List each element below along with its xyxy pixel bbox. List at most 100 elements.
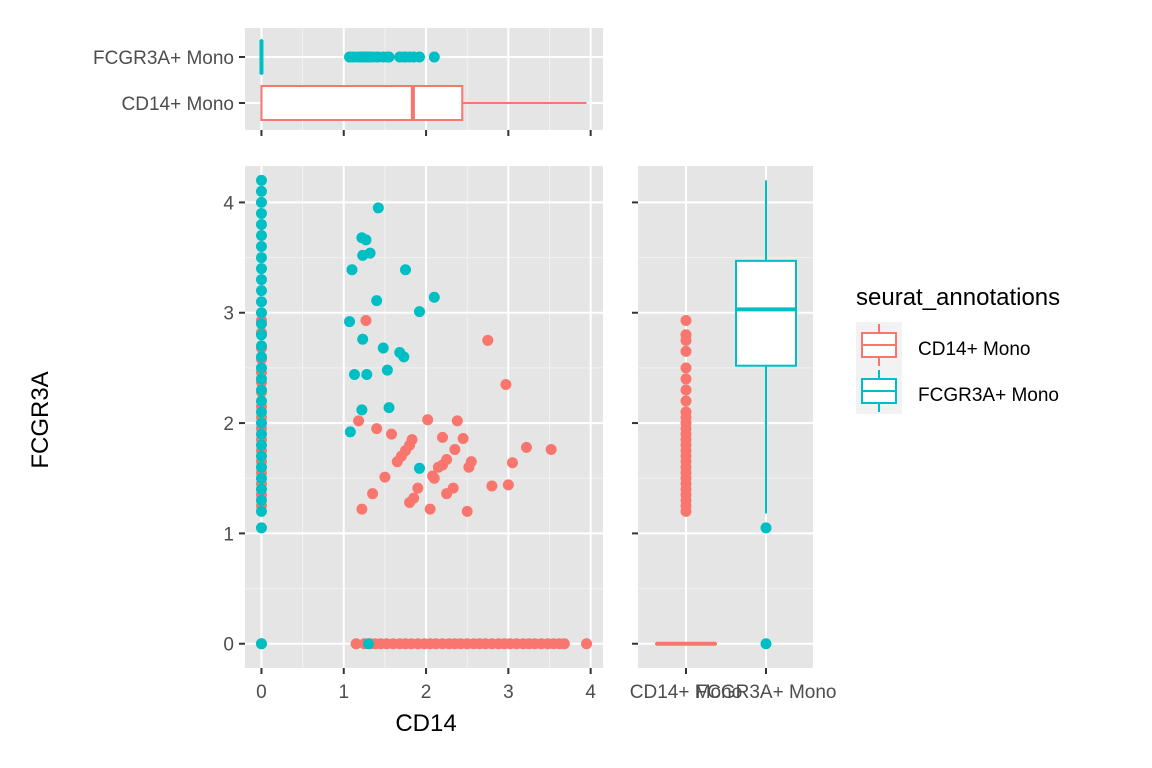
scatter-point	[255, 461, 267, 473]
scatter-point	[465, 456, 477, 468]
right-box-outlier	[680, 329, 692, 341]
top-panel-marks	[259, 39, 587, 121]
scatter-point	[255, 373, 267, 385]
scatter-point	[558, 638, 570, 650]
scatter-point	[428, 472, 440, 484]
right-box-outlier	[760, 638, 772, 650]
top-box-outlier	[428, 51, 440, 63]
right-box-outlier	[680, 373, 692, 385]
scatter-point	[255, 450, 267, 462]
scatter-point	[344, 316, 356, 328]
x-tick-label: 2	[421, 682, 432, 703]
scatter-point	[360, 314, 372, 326]
right-category-label: FCGR3A+ Mono	[696, 682, 837, 703]
scatter-point	[413, 306, 425, 318]
scatter-point	[581, 638, 593, 650]
scatter-point	[255, 494, 267, 506]
y-axis-ticks: 0 1 2 3 4	[223, 193, 245, 656]
scatter-point	[447, 482, 459, 494]
scatter-point	[506, 457, 518, 469]
scatter-point	[255, 263, 267, 275]
right-box-outlier	[760, 522, 772, 534]
scatter-point	[346, 264, 358, 276]
scatter-point	[255, 472, 267, 484]
scatter-point	[441, 453, 453, 465]
scatter-point	[399, 264, 411, 276]
scatter-point	[406, 434, 418, 446]
top-box	[260, 85, 464, 121]
scatter-point	[255, 483, 267, 495]
right-panel-background	[638, 166, 813, 668]
scatter-point	[255, 395, 267, 407]
y-axis-title: FCGR3A	[27, 371, 54, 468]
legend: seurat_annotations CD14+ Mono FCGR3A+ Mo…	[856, 284, 1060, 414]
right-box-outlier	[680, 406, 692, 418]
scatter-point	[408, 492, 420, 504]
scatter-point	[461, 505, 473, 517]
y-tick-label: 3	[223, 304, 234, 325]
scatter-point	[344, 426, 356, 438]
top-category-label: FCGR3A+ Mono	[93, 48, 234, 69]
scatter-point	[255, 505, 267, 517]
top-category-label: CD14+ Mono	[122, 94, 234, 115]
legend-keys	[856, 322, 902, 414]
scatter-point	[502, 479, 514, 491]
y-tick-label: 4	[223, 193, 234, 214]
right-box-outlier	[680, 395, 692, 407]
scatter-point	[372, 202, 384, 214]
scatter-point	[255, 340, 267, 352]
scatter-point	[520, 441, 532, 453]
scatter-point	[353, 415, 365, 427]
scatter-point	[371, 295, 383, 307]
scatter-point	[383, 402, 395, 414]
x-tick-label: 1	[338, 682, 349, 703]
scatter-point	[255, 428, 267, 440]
scatter-point	[385, 428, 397, 440]
scatter-point	[350, 638, 362, 650]
y-tick-label: 0	[223, 635, 234, 656]
top-box-outlier	[413, 51, 425, 63]
scatter-point	[362, 638, 374, 650]
top-panel-category-labels: FCGR3A+ Mono CD14+ Mono	[93, 48, 245, 115]
scatter-point	[451, 415, 463, 427]
scatter-point	[500, 378, 512, 390]
scatter-point	[255, 185, 267, 197]
x-tick-label: 0	[256, 682, 267, 703]
scatter-point	[377, 342, 389, 354]
scatter-point	[255, 285, 267, 297]
scatter-point	[255, 439, 267, 451]
scatter-point	[255, 406, 267, 418]
scatter-point	[255, 351, 267, 363]
scatter-point	[255, 417, 267, 429]
right-box-outlier	[680, 314, 692, 326]
scatter-point	[255, 196, 267, 208]
scatter-point	[545, 444, 557, 456]
scatter-point	[437, 431, 449, 443]
scatter-point	[255, 241, 267, 253]
scatter-point	[356, 404, 368, 416]
scatter-point	[255, 174, 267, 186]
scatter-points	[255, 174, 593, 650]
right-panel-marks	[655, 180, 797, 650]
scatter-point	[364, 247, 376, 259]
top-box-outlier	[383, 51, 395, 63]
scatter-point	[255, 362, 267, 374]
x-axis-ticks: 0 1 2 3 4	[256, 668, 596, 703]
scatter-point	[412, 482, 424, 494]
right-box	[735, 259, 797, 367]
scatter-grid	[245, 166, 603, 668]
y-tick-label: 1	[223, 524, 234, 545]
legend-label-cd14: CD14+ Mono	[918, 339, 1030, 360]
scatter-point	[348, 369, 360, 381]
scatter-point	[422, 414, 434, 426]
scatter-panel: 0 1 2 3 4 0 1 2 3 4	[223, 166, 603, 703]
scatter-point	[381, 364, 393, 376]
scatter-point	[449, 444, 461, 456]
scatter-point	[356, 503, 368, 515]
scatter-point	[255, 307, 267, 319]
top-boxplot-panel: FCGR3A+ Mono CD14+ Mono	[93, 28, 603, 136]
scatter-point	[255, 296, 267, 308]
scatter-point	[424, 503, 436, 515]
